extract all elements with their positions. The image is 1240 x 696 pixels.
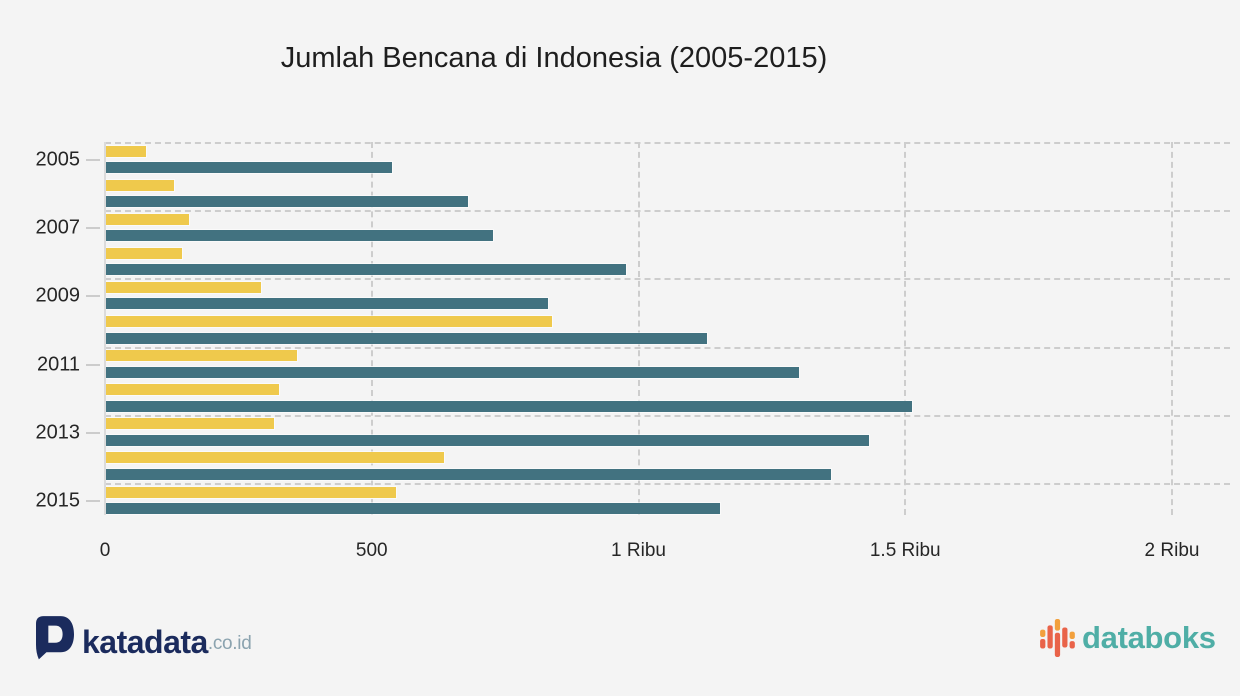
databoks-bars-icon: [1040, 619, 1075, 657]
bar-2013-yellow: [103, 417, 276, 431]
bar-2015-teal: [103, 502, 722, 515]
bar-2011-teal: [104, 365, 800, 379]
horizontal-gridline: [105, 278, 1230, 281]
bar-2014-yellow: [104, 451, 445, 465]
bar-2007-yellow: [103, 212, 191, 226]
bar-2006-yellow: [104, 178, 175, 192]
bar-2005-teal: [103, 161, 394, 174]
bar-2010-yellow: [103, 315, 554, 328]
y-tick-mark: [86, 227, 100, 230]
databoks-wordmark: databoks: [1082, 620, 1216, 655]
horizontal-gridline: [105, 483, 1230, 485]
bar-2008-teal: [103, 263, 628, 277]
y-tick-label-2005: 2005: [35, 148, 81, 171]
x-tick-label-0: 0: [99, 540, 111, 561]
chart-title: Jumlah Bencana di Indonesia (2005-2015): [280, 42, 828, 74]
databoks-logo: databoks: [1040, 618, 1216, 658]
y-tick-mark: [86, 159, 100, 161]
y-tick-label-2007: 2007: [35, 216, 81, 239]
bar-2009-yellow: [104, 280, 262, 294]
vertical-gridline: [1171, 142, 1173, 515]
bar-2005-yellow: [103, 144, 148, 158]
x-tick-label-1.5-Ribu: 1.5 Ribu: [869, 540, 941, 561]
y-tick-label-2015: 2015: [35, 489, 81, 512]
y-axis-line: [104, 142, 106, 515]
y-tick-label-2011: 2011: [36, 353, 80, 376]
horizontal-gridline: [105, 414, 1230, 417]
y-tick-mark: [86, 363, 100, 366]
bar-2013-teal: [104, 433, 870, 447]
bar-2010-teal: [104, 331, 708, 345]
katadata-wordmark: katadata: [82, 624, 208, 660]
bar-2012-teal: [103, 399, 914, 413]
bar-2015-yellow: [104, 485, 397, 499]
y-tick-label-2013: 2013: [35, 421, 81, 444]
horizontal-gridline: [105, 346, 1230, 349]
bar-2008-yellow: [103, 246, 184, 260]
bar-2011-yellow: [103, 349, 299, 363]
katadata-logo: katadata .co.id: [36, 616, 252, 660]
x-tick-label-500: 500: [355, 540, 388, 561]
vertical-gridline: [370, 142, 373, 515]
y-tick-mark: [86, 295, 100, 298]
y-tick-mark: [86, 500, 100, 502]
katadata-icon: [36, 616, 74, 660]
bar-2006-teal: [104, 195, 469, 209]
y-tick-mark: [86, 431, 100, 434]
vertical-gridline: [904, 142, 907, 515]
katadata-domain-suffix: .co.id: [207, 633, 252, 654]
vertical-gridline: [637, 142, 640, 515]
x-tick-label-1-Ribu: 1 Ribu: [611, 540, 666, 561]
bar-2007-teal: [103, 229, 495, 243]
y-tick-label-2009: 2009: [35, 284, 81, 307]
bar-2014-teal: [104, 467, 832, 481]
bar-2012-yellow: [104, 383, 280, 397]
x-tick-label-2-Ribu: 2 Ribu: [1144, 540, 1200, 561]
horizontal-gridline: [105, 142, 1230, 144]
horizontal-gridline: [105, 210, 1230, 213]
bar-2009-teal: [104, 297, 549, 311]
